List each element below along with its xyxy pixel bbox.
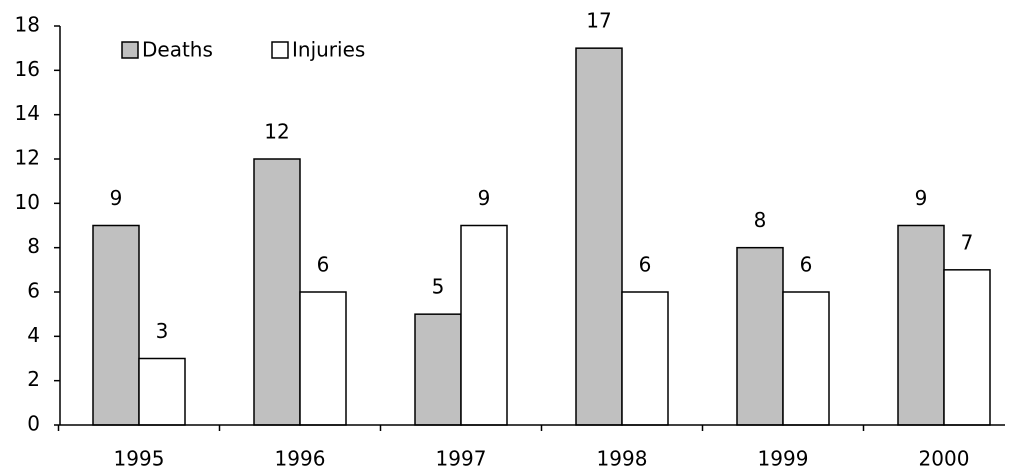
data-label: 17 (586, 9, 611, 33)
y-tick-label: 16 (15, 57, 40, 81)
data-label: 3 (156, 319, 169, 343)
bar (782, 291, 830, 426)
y-tick-label: 14 (15, 101, 40, 125)
y-tick-label: 6 (27, 279, 40, 303)
bar (575, 47, 623, 426)
bar (621, 291, 669, 426)
data-label: 8 (754, 208, 767, 232)
y-tick-label: 2 (27, 367, 40, 391)
data-label: 9 (110, 186, 123, 210)
y-tick-label: 4 (27, 323, 40, 347)
y-tick-label: 18 (15, 13, 40, 37)
bar (943, 269, 991, 426)
bar (253, 158, 301, 426)
data-label: 7 (961, 230, 974, 254)
x-tick-label: 1996 (275, 447, 326, 471)
data-label: 6 (317, 253, 330, 277)
y-tick-label: 10 (15, 190, 40, 214)
data-label: 9 (478, 186, 491, 210)
x-tick-label: 1999 (758, 447, 809, 471)
bar (736, 246, 784, 426)
data-label: 6 (800, 253, 813, 277)
y-tick-label: 12 (15, 146, 40, 170)
legend-swatch (121, 41, 139, 59)
legend-label: Deaths (142, 38, 213, 62)
data-label: 9 (915, 186, 928, 210)
bar (299, 291, 347, 426)
x-tick-label: 1998 (597, 447, 648, 471)
y-tick-label: 8 (27, 234, 40, 258)
x-tick-label: 2000 (919, 447, 970, 471)
bar (460, 224, 508, 426)
data-label: 12 (264, 120, 289, 144)
legend-label: Injuries (292, 38, 365, 62)
bar (897, 224, 945, 426)
y-tick-label: 0 (27, 412, 40, 436)
bar (92, 224, 140, 426)
legend-swatch (271, 41, 289, 59)
x-tick-label: 1997 (436, 447, 487, 471)
data-label: 5 (432, 275, 445, 299)
bar (138, 357, 186, 426)
data-label: 6 (639, 253, 652, 277)
bar (414, 313, 462, 426)
x-tick-label: 1995 (114, 447, 165, 471)
